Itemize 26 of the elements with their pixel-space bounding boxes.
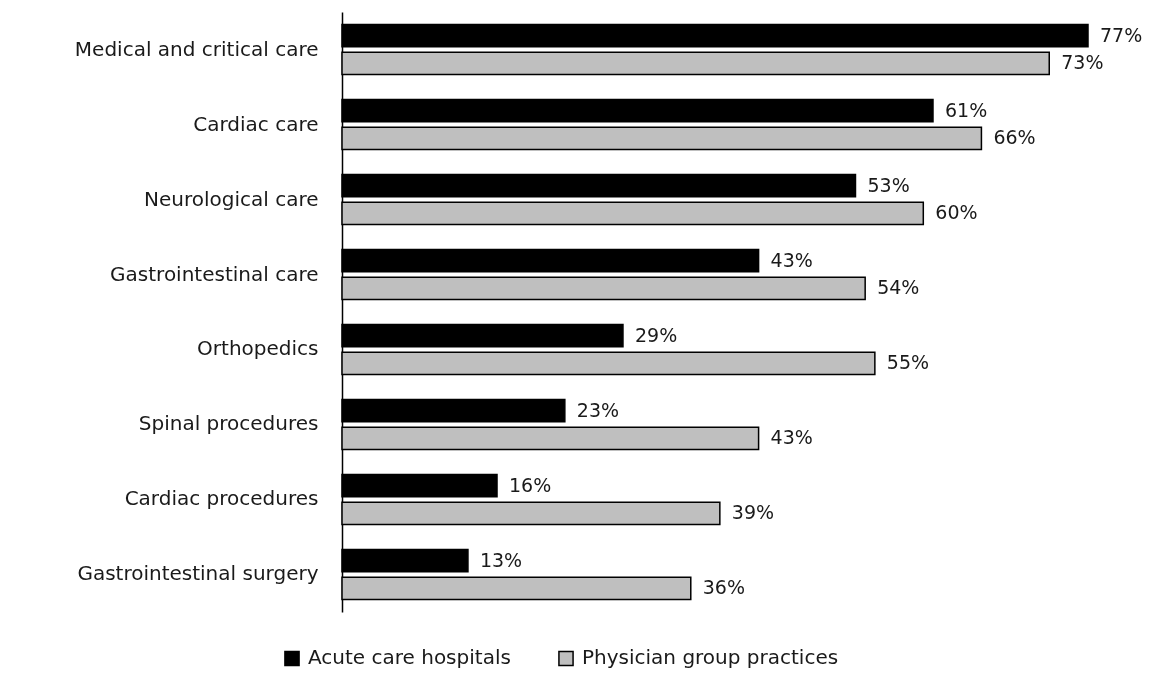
y-tick-label: Neurological care — [143, 186, 319, 211]
data-label: 55% — [886, 351, 930, 374]
y-tick-label: Spinal procedures — [138, 411, 319, 436]
y-tick-label: Orthopedics — [197, 336, 319, 361]
y-tick-label: Medical and critical care — [74, 36, 319, 61]
data-label: 43% — [770, 248, 813, 271]
data-label: 61% — [944, 98, 988, 121]
data-label: 43% — [770, 426, 813, 449]
data-label: 23% — [576, 398, 620, 421]
data-label: 60% — [935, 201, 978, 224]
legend-label: Acute care hospitals — [308, 645, 511, 670]
data-label: 36% — [702, 576, 746, 599]
y-tick-label: Cardiac care — [193, 111, 319, 136]
y-tick-label: Gastrointestinal care — [110, 261, 319, 286]
data-label: 66% — [993, 126, 1036, 149]
y-tick-label: Gastrointestinal surgery — [77, 561, 319, 586]
data-label: 13% — [479, 548, 523, 571]
y-tick-label: Cardiac procedures — [124, 486, 319, 511]
data-label: 77% — [1100, 23, 1143, 46]
data-label: 73% — [1061, 51, 1104, 74]
legend-label: Physician group practices — [582, 645, 839, 670]
data-label: 54% — [877, 276, 920, 299]
data-label: 16% — [509, 473, 552, 496]
data-label: 39% — [731, 501, 775, 524]
data-label: 53% — [867, 173, 910, 196]
data-label: 29% — [634, 323, 678, 346]
